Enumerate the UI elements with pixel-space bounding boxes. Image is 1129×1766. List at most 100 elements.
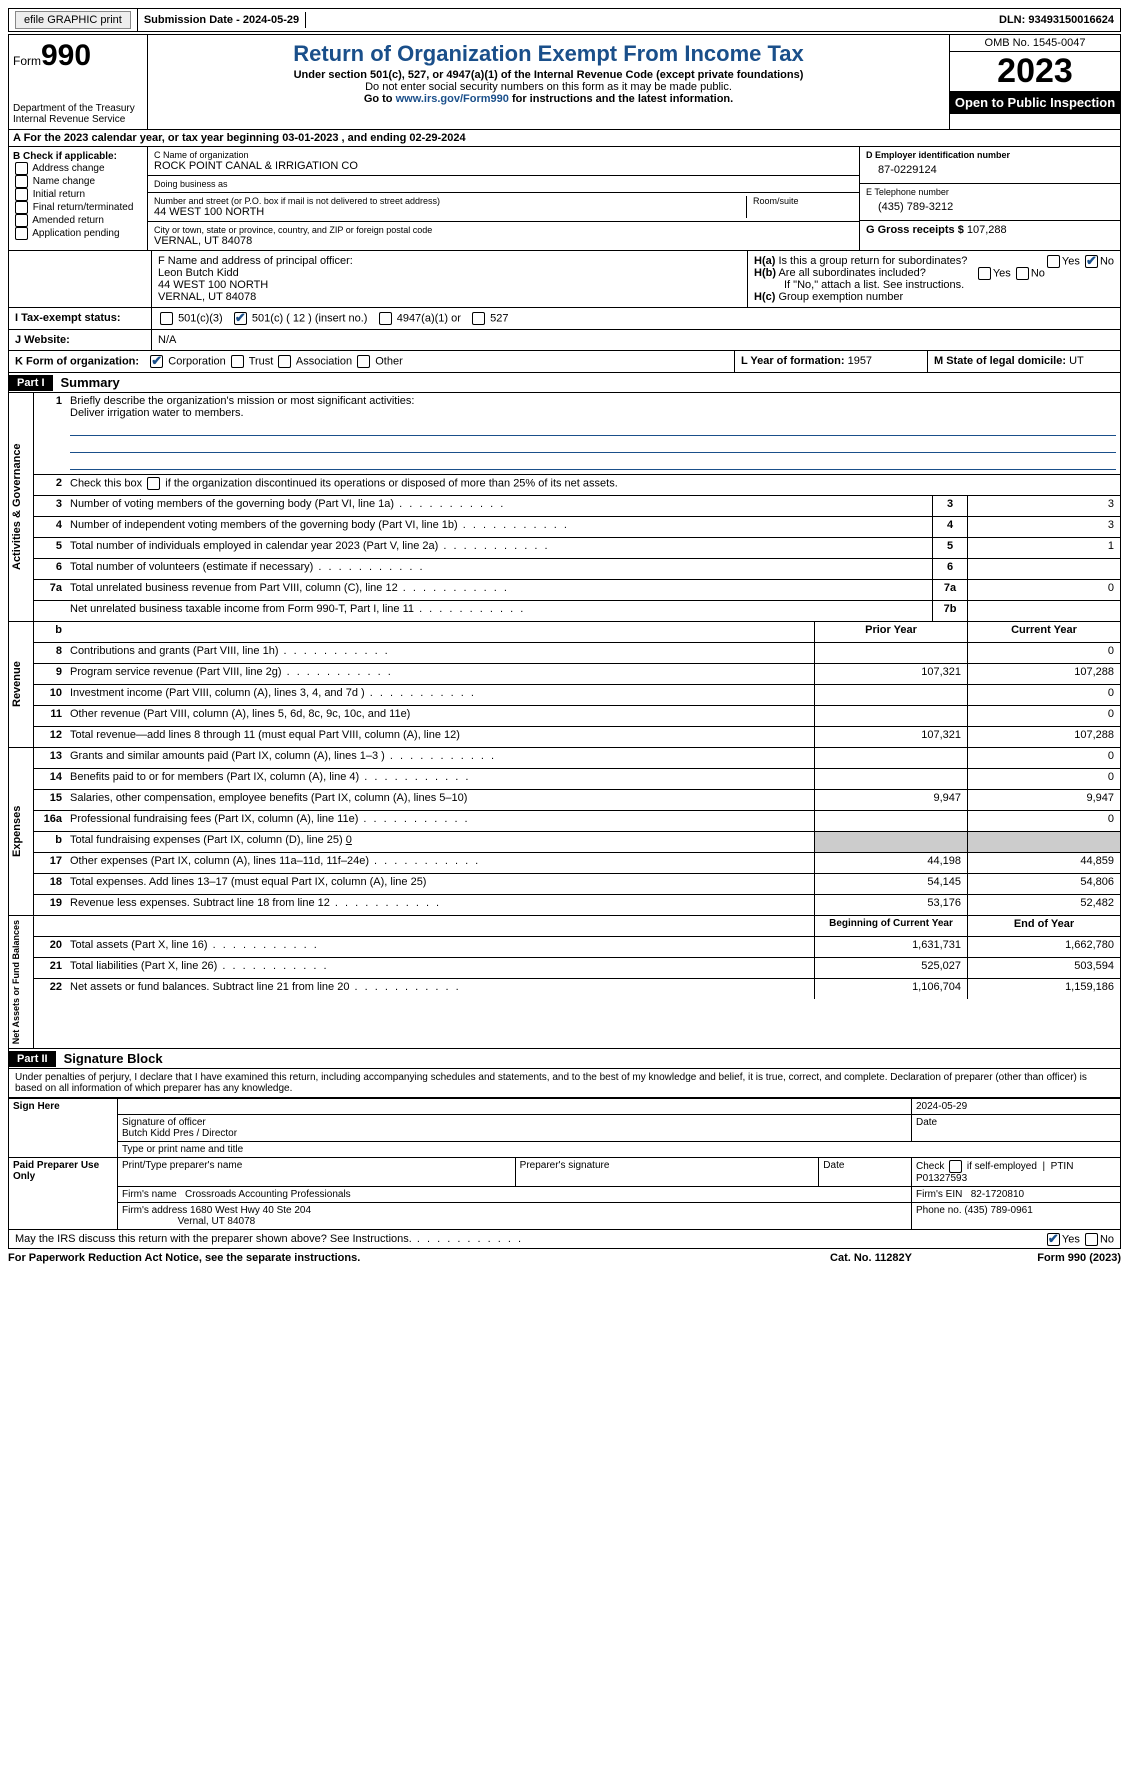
line-10: Investment income (Part VIII, column (A)… (66, 685, 814, 705)
line-19: Revenue less expenses. Subtract line 18 … (66, 895, 814, 915)
cb-amended[interactable] (15, 214, 28, 227)
mission-text: Deliver irrigation water to members. (70, 407, 244, 419)
signature-table: Sign Here 2024-05-29 Signature of office… (8, 1098, 1121, 1230)
entity-info-grid: B Check if applicable: Address change Na… (8, 147, 1121, 251)
officer-addr1: 44 WEST 100 NORTH (158, 279, 741, 291)
city: VERNAL, UT 84078 (154, 235, 853, 247)
line-18: Total expenses. Add lines 13–17 (must eq… (66, 874, 814, 894)
subtitle-3: Go to www.irs.gov/Form990 for instructio… (152, 93, 945, 105)
line-2: Check this box if the organization disco… (66, 475, 1120, 495)
vlabel-net: Net Assets or Fund Balances (9, 916, 34, 1048)
firm-addr-row: Firm's address 1680 West Hwy 40 Ste 204 … (118, 1203, 912, 1230)
vlabel-governance: Activities & Governance (9, 393, 34, 621)
line-9: Program service revenue (Part VIII, line… (66, 664, 814, 684)
cb-trust[interactable] (231, 355, 244, 368)
form-number: Form990 (13, 39, 143, 73)
cb-final-return[interactable] (15, 201, 28, 214)
firm-name: Crossroads Accounting Professionals (185, 1189, 351, 1200)
ha-row: H(a) Is this a group return for subordin… (754, 255, 1114, 267)
sig-officer-label: Signature of officer (122, 1117, 206, 1128)
val-6 (967, 559, 1120, 579)
cb-app-pending[interactable] (15, 227, 28, 240)
val-3: 3 (967, 496, 1120, 516)
mission-label: Briefly describe the organization's miss… (70, 395, 414, 407)
telephone: (435) 789-3212 (866, 197, 1114, 217)
prep-name-label: Print/Type preparer's name (118, 1158, 516, 1187)
line-22: Net assets or fund balances. Subtract li… (66, 979, 814, 999)
website-row: J Website: N/A (8, 330, 1121, 351)
val-7a: 0 (967, 580, 1120, 600)
officer-name-title: Butch Kidd Pres / Director (122, 1128, 237, 1139)
cb-4947[interactable] (379, 312, 392, 325)
part2-num: Part II (9, 1051, 56, 1067)
cb-name-change[interactable] (15, 175, 28, 188)
vlabel-revenue: Revenue (9, 622, 34, 747)
cb-self-employed[interactable] (949, 1160, 962, 1173)
cb-hb-no[interactable] (1016, 267, 1029, 280)
line-7a: Total unrelated business revenue from Pa… (66, 580, 932, 600)
line-5: Total number of individuals employed in … (66, 538, 932, 558)
hb-note: If "No," attach a list. See instructions… (754, 279, 1114, 291)
website-value: N/A (152, 330, 1120, 350)
irs-link[interactable]: www.irs.gov/Form990 (396, 93, 509, 105)
cb-discuss-no[interactable] (1085, 1233, 1098, 1246)
part1-title: Summary (53, 373, 128, 392)
line-4: Number of independent voting members of … (66, 517, 932, 537)
hdr-prior: Prior Year (814, 622, 967, 642)
dba-label: Doing business as (154, 179, 853, 189)
top-bar: efile GRAPHIC print Submission Date - 20… (8, 8, 1121, 32)
part2-title: Signature Block (56, 1049, 171, 1068)
domicile: UT (1069, 355, 1084, 367)
prep-date-label: Date (819, 1158, 912, 1187)
cb-discuss-yes[interactable] (1047, 1233, 1060, 1246)
cb-initial-return[interactable] (15, 188, 28, 201)
hb-row: H(b) Are all subordinates included? Yes … (754, 267, 1114, 279)
self-employed-ptin: Check if self-employed | PTIN P01327593 (912, 1158, 1121, 1187)
dln: DLN: 93493150016624 (993, 12, 1120, 28)
city-label: City or town, state or province, country… (154, 225, 853, 235)
tax-exempt-row: I Tax-exempt status: 501(c)(3) 501(c) ( … (8, 308, 1121, 330)
box-c: C Name of organization ROCK POINT CANAL … (148, 147, 860, 250)
cb-ha-yes[interactable] (1047, 255, 1060, 268)
firm-phone-row: Phone no. (435) 789-0961 (912, 1203, 1121, 1230)
line-17: Other expenses (Part IX, column (A), lin… (66, 853, 814, 873)
firm-addr1: 1680 West Hwy 40 Ste 204 (190, 1205, 311, 1216)
part2-header: Part II Signature Block (8, 1049, 1121, 1069)
officer-name: Leon Butch Kidd (158, 267, 741, 279)
line-16a: Professional fundraising fees (Part IX, … (66, 811, 814, 831)
ptin: P01327593 (916, 1173, 967, 1184)
efile-print-button[interactable]: efile GRAPHIC print (15, 11, 131, 29)
cb-corp[interactable] (150, 355, 163, 368)
cb-other[interactable] (357, 355, 370, 368)
paid-preparer: Paid Preparer Use Only (9, 1158, 118, 1230)
part1-header: Part I Summary (8, 373, 1121, 393)
cb-discontinued[interactable] (147, 477, 160, 490)
val-7b (967, 601, 1120, 621)
perjury-declaration: Under penalties of perjury, I declare th… (8, 1069, 1121, 1098)
org-form-row: K Form of organization: Corporation Trus… (8, 351, 1121, 373)
efile-label: efile GRAPHIC print (9, 9, 138, 31)
pra-notice: For Paperwork Reduction Act Notice, see … (8, 1252, 771, 1264)
cb-hb-yes[interactable] (978, 267, 991, 280)
cb-501c[interactable] (234, 312, 247, 325)
subtitle-2: Do not enter social security numbers on … (152, 81, 945, 93)
firm-ein-row: Firm's EIN 82-1720810 (912, 1187, 1121, 1203)
tax-exempt-label: I Tax-exempt status: (15, 312, 121, 324)
tax-year: 2023 (950, 52, 1120, 91)
cb-ha-no[interactable] (1085, 255, 1098, 268)
open-to-public: Open to Public Inspection (950, 91, 1120, 114)
gross-receipts: 107,288 (967, 224, 1007, 236)
hdr-current: Current Year (967, 622, 1120, 642)
val-5: 1 (967, 538, 1120, 558)
cb-address-change[interactable] (15, 162, 28, 175)
cb-501c3[interactable] (160, 312, 173, 325)
cb-527[interactable] (472, 312, 485, 325)
dept-treasury: Department of the Treasury Internal Reve… (13, 103, 143, 125)
officer-group-row: F Name and address of principal officer:… (8, 251, 1121, 308)
ein-label: D Employer identification number (866, 150, 1010, 160)
line-13: Grants and similar amounts paid (Part IX… (66, 748, 814, 768)
hdr-begin: Beginning of Current Year (814, 916, 967, 936)
submission-date: Submission Date - 2024-05-29 (138, 12, 306, 28)
cb-assoc[interactable] (278, 355, 291, 368)
ein: 87-0229124 (866, 160, 1114, 180)
